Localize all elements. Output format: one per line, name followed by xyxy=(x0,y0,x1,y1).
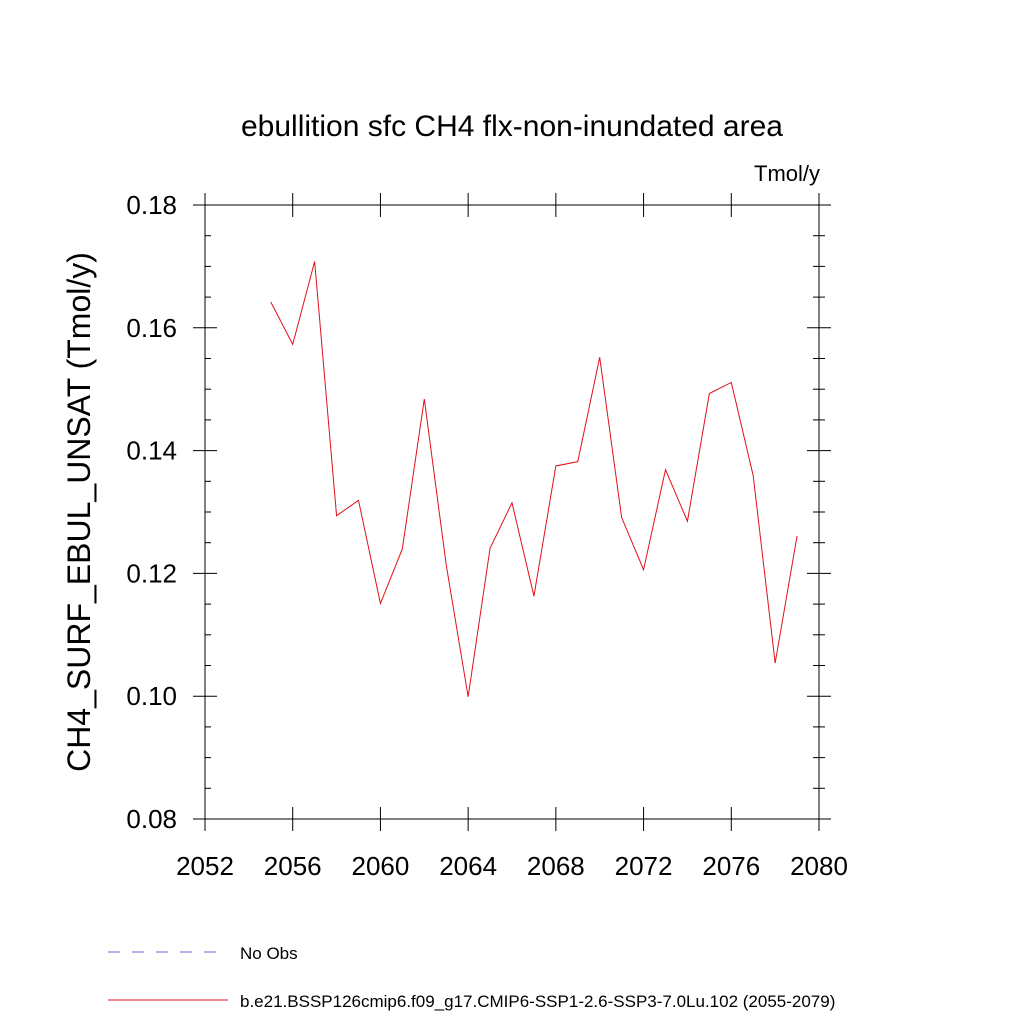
x-axis-ticks xyxy=(204,193,820,831)
legend-label-model: b.e21.BSSP126cmip6.f09_g17.CMIP6-SSP1-2.… xyxy=(240,992,835,1011)
series-line xyxy=(270,261,798,697)
x-tick-label: 2076 xyxy=(702,851,760,881)
x-tick-label: 2052 xyxy=(176,851,234,881)
plot-frame xyxy=(204,204,820,820)
chart-title: ebullition sfc CH4 flx-non-inundated are… xyxy=(241,110,783,143)
units-label: Tmol/y xyxy=(754,161,820,186)
y-tick-label: 0.10 xyxy=(126,681,177,711)
y-tick-label: 0.16 xyxy=(126,313,177,343)
y-tick-labels: 0.08 0.10 0.12 0.14 0.16 0.18 xyxy=(126,190,177,834)
y-tick-label: 0.14 xyxy=(126,436,177,466)
x-tick-label: 2080 xyxy=(790,851,848,881)
x-tick-label: 2072 xyxy=(615,851,673,881)
y-tick-label: 0.12 xyxy=(126,558,177,588)
legend-label-no-obs: No Obs xyxy=(240,944,298,963)
x-tick-labels: 2052 2056 2060 2064 2068 2072 2076 2080 xyxy=(176,851,848,881)
x-tick-label: 2064 xyxy=(439,851,497,881)
series-group xyxy=(270,261,798,697)
x-tick-label: 2060 xyxy=(352,851,410,881)
y-tick-label: 0.18 xyxy=(126,190,177,220)
legend: No Obs b.e21.BSSP126cmip6.f09_g17.CMIP6-… xyxy=(108,944,835,1011)
y-axis-ticks xyxy=(193,204,831,820)
y-tick-label: 0.08 xyxy=(126,804,177,834)
x-tick-label: 2056 xyxy=(264,851,322,881)
y-axis-label: CH4_SURF_EBUL_UNSAT (Tmol/y) xyxy=(61,252,97,772)
x-tick-label: 2068 xyxy=(527,851,585,881)
